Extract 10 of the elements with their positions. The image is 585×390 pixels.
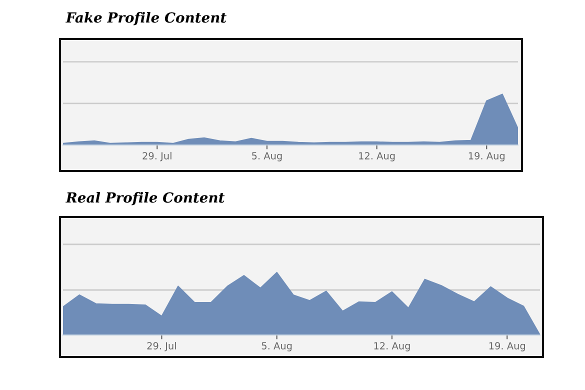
x-tick-label: 19. Aug	[489, 342, 525, 352]
chart-title: Real Profile Content	[66, 192, 225, 206]
chart-title: Fake Profile Content	[66, 12, 227, 26]
x-tick-label: 12. Aug	[359, 152, 395, 162]
x-tick-label: 5. Aug	[252, 152, 282, 162]
x-tick-label: 12. Aug	[374, 342, 410, 352]
x-tick-label: 5. Aug	[262, 342, 292, 352]
x-tick-label: 29. Jul	[147, 342, 176, 352]
x-tick-label: 19. Aug	[468, 152, 505, 162]
x-tick-label: 29. Jul	[142, 152, 172, 162]
